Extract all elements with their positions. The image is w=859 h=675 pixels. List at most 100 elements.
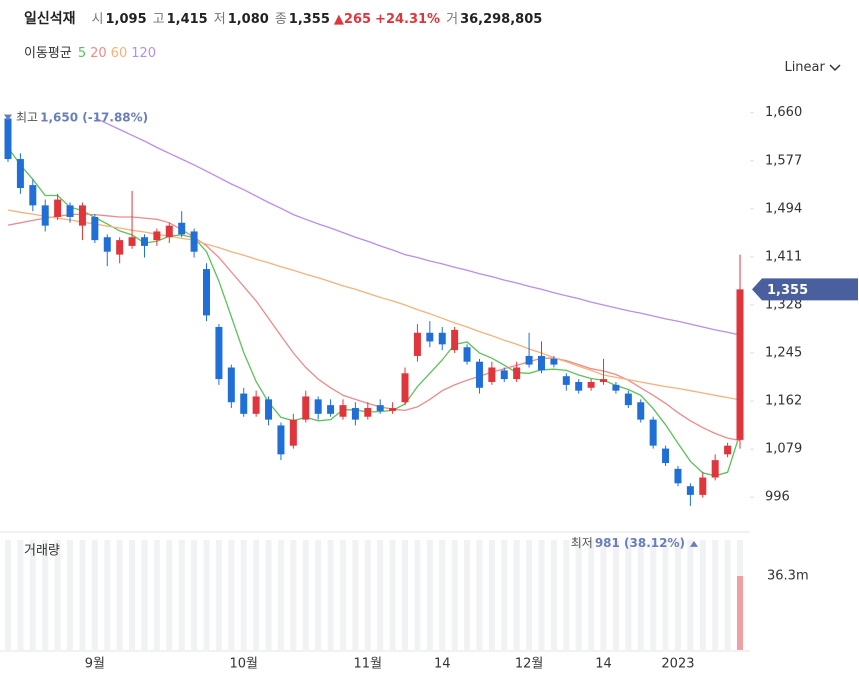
candle-body (41, 205, 49, 226)
volume-bar (737, 576, 743, 650)
volume-bg (687, 540, 694, 650)
volume-bg (129, 540, 136, 650)
volume-bg (302, 540, 309, 650)
candle-body (103, 237, 111, 252)
scale-label[interactable]: Linear (784, 60, 825, 75)
legend-item: 60 (110, 46, 128, 61)
candle-body (227, 367, 235, 403)
candle-body (4, 118, 12, 160)
volume-bg (650, 540, 657, 650)
volume-tick-label: 36.3m (767, 569, 809, 584)
candle-body (91, 216, 99, 241)
candle-body (314, 399, 322, 414)
candle-body (600, 379, 608, 382)
y-tick-label: 996 (765, 490, 790, 505)
low-note-prefix: 최저 (571, 535, 593, 549)
legend-item: 20 (90, 46, 107, 61)
candle-body (140, 237, 148, 246)
volume-bg (625, 540, 632, 650)
volume-bg (501, 540, 508, 650)
candle-body (724, 445, 732, 455)
volume-bg (712, 540, 719, 650)
candle-body (525, 355, 533, 365)
candle-body (699, 477, 707, 495)
candle-body (537, 355, 545, 371)
candle-body (513, 367, 521, 380)
candle-body (54, 199, 62, 217)
up-arrow: ▲ (333, 12, 344, 27)
volume-bg (674, 540, 681, 650)
volume-title: 거래량 (24, 544, 60, 559)
candle-body (16, 159, 24, 189)
quote-key: 시 (91, 12, 104, 27)
y-tick-label: 1,162 (765, 394, 802, 409)
volume-bg (364, 540, 371, 650)
candle-body (277, 425, 285, 455)
volume-bg (377, 540, 384, 650)
candle-body (389, 408, 397, 411)
x-tick-label: 12월 (515, 657, 544, 672)
volume-bg (29, 540, 36, 650)
scale-dropdown[interactable]: Linear (784, 60, 841, 75)
candle-body (736, 289, 744, 440)
chevron[interactable] (829, 63, 841, 72)
volume-bg (389, 540, 396, 650)
candle-body (215, 326, 223, 380)
quote-value: 1,080 (227, 12, 269, 27)
volume-bg (451, 540, 458, 650)
volume-bg (513, 540, 520, 650)
candle-body (686, 486, 694, 495)
volume-bg (414, 540, 421, 650)
volume-bg (265, 540, 272, 650)
quote-key: 종 (274, 12, 287, 27)
candle-body (451, 329, 459, 351)
candle-body (475, 361, 483, 388)
volume-key: 거 (446, 12, 459, 27)
low-marker (690, 540, 698, 547)
ma-legend: 이동평균 5 20 60 120 (24, 42, 156, 61)
volume-bg (662, 540, 669, 650)
volume-bg (600, 540, 607, 650)
quote-key: 고 (152, 12, 165, 27)
y-tick-label: 1,245 (765, 346, 802, 361)
volume-bg (178, 540, 185, 650)
volume-bg (191, 540, 198, 650)
y-tick-label: 1,328 (765, 297, 802, 312)
y-tick-label: 1,079 (765, 442, 802, 457)
candle-body (463, 347, 471, 362)
volume-bg (290, 540, 297, 650)
candle-body (153, 231, 161, 241)
candle-body (550, 358, 558, 365)
candle-body (165, 225, 173, 238)
candle-body (116, 240, 124, 255)
candle-body (612, 384, 620, 391)
candle-body (364, 408, 372, 417)
quote-value: 1,355 (288, 12, 330, 27)
volume-bg (439, 540, 446, 650)
volume-bg (116, 540, 123, 650)
x-tick-label: 11월 (354, 657, 383, 672)
quote-value: 1,095 (105, 12, 147, 27)
candle-body (203, 269, 211, 316)
volume-bg (166, 540, 173, 650)
volume-bg (637, 540, 644, 650)
volume-bg (426, 540, 433, 650)
volume-bg (575, 540, 582, 650)
candle-body (413, 332, 421, 356)
high-note: 최고 1,650 (-17.88%) (16, 110, 148, 124)
volume-bg (476, 540, 483, 650)
volume-bg (277, 540, 284, 650)
candle-body (637, 402, 645, 420)
candle-body (29, 185, 37, 206)
x-tick-label: 14 (434, 657, 451, 672)
ma-line (94, 117, 741, 336)
candle-body (240, 393, 248, 414)
volume-bg (17, 540, 24, 650)
x-tick-label: 14 (595, 657, 612, 672)
candle-body (649, 419, 657, 446)
volume-bg (104, 540, 111, 650)
candle-body (265, 399, 273, 420)
y-tick-label: 1,577 (765, 153, 802, 168)
price-tag-label: 1,355 (767, 283, 808, 298)
